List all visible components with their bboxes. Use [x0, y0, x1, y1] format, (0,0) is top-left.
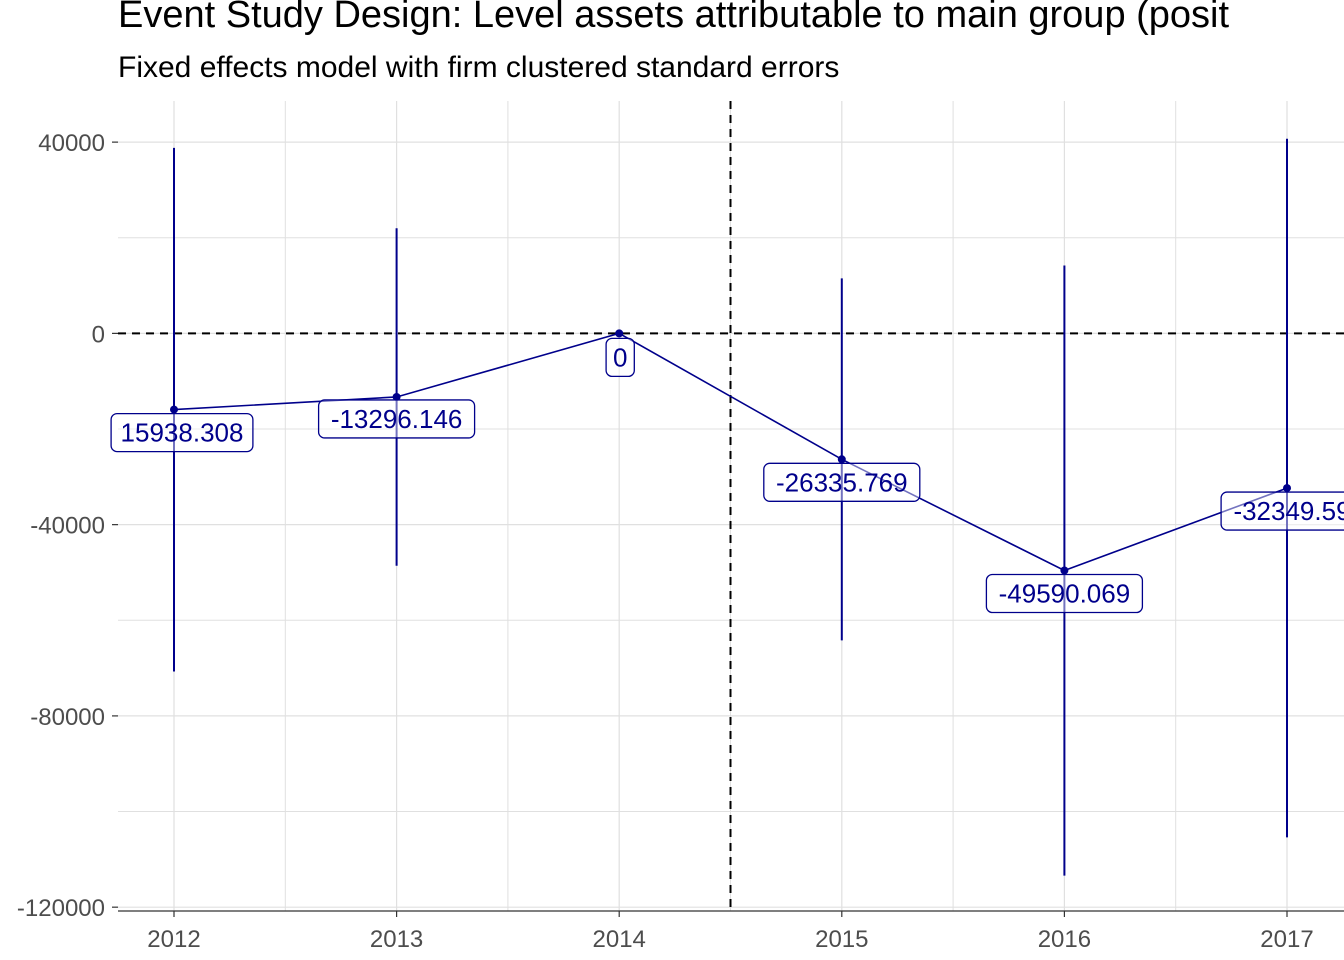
- chart-title: Event Study Design: Level assets attribu…: [118, 0, 1230, 36]
- x-tick-label: 2016: [1038, 926, 1091, 953]
- data-label: -26335.769: [776, 467, 908, 497]
- series-line: [173, 332, 1288, 572]
- data-label: -32349.59: [1233, 496, 1344, 526]
- data-point: [1283, 484, 1291, 493]
- data-label-box: [317, 399, 476, 439]
- data-label-box: [985, 573, 1144, 614]
- data-label: -49590.069: [999, 579, 1131, 609]
- data-point: [1060, 566, 1069, 575]
- data-point: [392, 392, 401, 401]
- data-label-box: [1220, 491, 1344, 531]
- y-tick-label: -80000: [30, 704, 105, 731]
- axes: 2012 2013 2014 2015 2016 2017 40000 0 -40000 -800…: [17, 130, 1344, 953]
- data-point: [837, 455, 846, 464]
- points: [170, 329, 1291, 575]
- x-tick-label: 2014: [593, 926, 646, 953]
- x-tick-label: 2015: [815, 926, 868, 953]
- y-tick-label: 0: [92, 321, 105, 348]
- x-tick-label: 2012: [147, 926, 200, 953]
- data-label: 0: [613, 342, 627, 372]
- data-label: 15938.308: [121, 418, 244, 448]
- data-label-box: [110, 412, 254, 453]
- series-line-group: [173, 332, 1288, 572]
- reference-lines: [118, 101, 1344, 911]
- y-tick-label: 40000: [38, 130, 105, 157]
- x-tick-label: 2017: [1260, 926, 1313, 953]
- data-label-box: [763, 462, 921, 502]
- data-point: [615, 329, 624, 338]
- y-tick-label: -120000: [17, 895, 105, 922]
- data-point: [170, 405, 178, 414]
- data-labels: 15938.308 -13296.146 0 -26335.769 -49590.069…: [110, 337, 1344, 614]
- x-tick-label: 2013: [370, 926, 423, 953]
- y-tick-label: -40000: [30, 513, 105, 540]
- data-label-box: [605, 337, 635, 378]
- data-label: -13296.146: [331, 404, 463, 434]
- chart-subtitle: Fixed effects model with firm clustered …: [118, 51, 840, 84]
